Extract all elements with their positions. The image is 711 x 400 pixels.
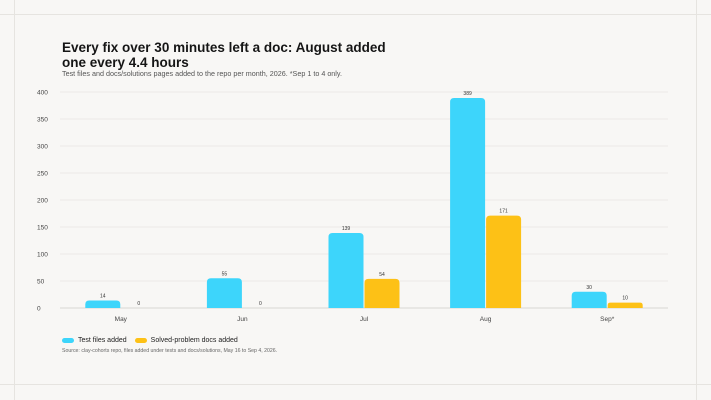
- data-label: 0: [137, 301, 140, 307]
- data-label: 55: [222, 271, 228, 277]
- legend-swatch-docs: [134, 338, 147, 343]
- bar-docs: [486, 215, 522, 308]
- legend-label-docs: Solved-problem docs added: [150, 337, 238, 344]
- bar-tests: [450, 97, 486, 308]
- x-tick-label: May: [115, 316, 128, 323]
- legend: Test files added Solved-problem docs add…: [62, 337, 238, 344]
- legend-swatch-tests: [62, 338, 74, 343]
- bar-docs: [607, 302, 643, 308]
- bar-docs: [364, 278, 400, 308]
- data-label: 389: [463, 91, 472, 97]
- x-tick-label: Jul: [360, 316, 369, 323]
- y-tick-label: 250: [37, 171, 48, 178]
- data-label: 171: [499, 209, 508, 215]
- y-tick-label: 100: [37, 252, 48, 259]
- data-label: 10: [622, 296, 628, 302]
- y-tick-label: 300: [37, 144, 48, 151]
- frame-left-line: [14, 0, 15, 400]
- y-tick-label: 0: [37, 306, 41, 313]
- y-tick-label: 400: [37, 90, 48, 97]
- legend-item-tests: Test files added: [62, 337, 127, 344]
- frame-bottom-line: [0, 384, 711, 385]
- legend-label-tests: Test files added: [78, 337, 127, 344]
- y-tick-label: 150: [37, 225, 48, 232]
- data-label: 30: [586, 285, 592, 291]
- bar-tests: [571, 291, 607, 308]
- y-tick-label: 200: [37, 198, 48, 205]
- frame-right-line: [696, 0, 697, 400]
- data-label: 0: [259, 301, 262, 307]
- chart-subtitle: Test files and docs/solutions pages adde…: [62, 69, 342, 78]
- y-tick-label: 350: [37, 117, 48, 124]
- x-tick-label: Jun: [237, 316, 248, 323]
- y-tick-label: 50: [37, 279, 45, 286]
- source-note: Source: clay-cohorts repo, files added u…: [62, 348, 278, 354]
- x-tick-label: Aug: [480, 316, 492, 323]
- chart-title: Every fix over 30 minutes left a doc: Au…: [62, 40, 386, 70]
- bar-tests: [328, 232, 364, 308]
- data-label: 14: [100, 293, 106, 299]
- data-label: 54: [379, 272, 385, 278]
- frame-top-line: [0, 14, 711, 15]
- data-label: 139: [342, 226, 351, 232]
- x-tick-label: Sep*: [600, 316, 615, 323]
- bar-tests: [206, 278, 242, 308]
- legend-item-docs: Solved-problem docs added: [134, 337, 238, 344]
- bar-tests: [85, 300, 121, 308]
